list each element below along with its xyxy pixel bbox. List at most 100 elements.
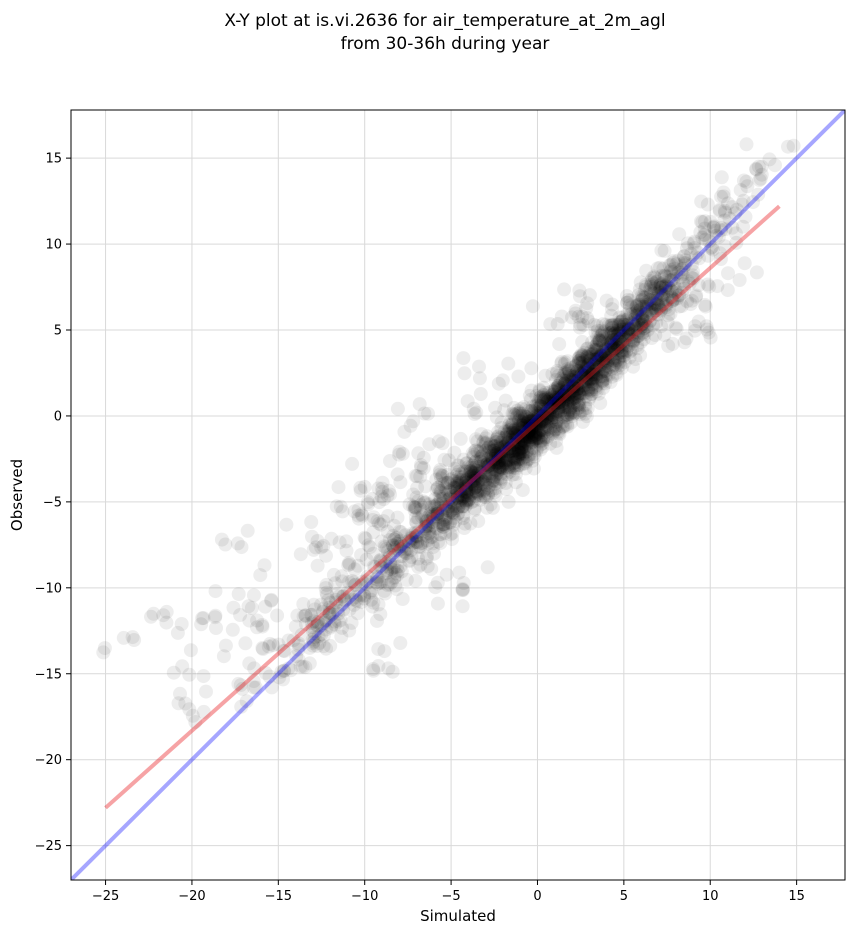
data-point (490, 454, 505, 468)
data-point (525, 435, 540, 450)
data-point (630, 317, 644, 332)
data-point (563, 406, 578, 421)
data-point (677, 249, 691, 264)
data-point (283, 663, 298, 678)
data-point (546, 421, 561, 435)
data-point (698, 227, 712, 242)
data-point (589, 343, 604, 358)
data-point (440, 503, 455, 518)
data-point (511, 444, 526, 459)
data-point (728, 206, 743, 221)
data-point (298, 608, 313, 623)
data-point (495, 458, 510, 473)
data-point (501, 447, 515, 462)
data-point (523, 414, 538, 429)
data-point (601, 318, 616, 333)
data-point (548, 405, 563, 420)
data-point (585, 377, 599, 392)
data-point (348, 578, 363, 593)
data-point (447, 484, 461, 499)
data-point (557, 385, 572, 400)
data-point (506, 435, 521, 450)
data-point (443, 484, 458, 498)
data-point (527, 432, 542, 447)
data-point (572, 349, 587, 364)
data-point (463, 488, 478, 502)
data-point (468, 480, 483, 495)
data-point (480, 560, 495, 575)
data-point (468, 454, 483, 469)
data-point (662, 273, 677, 288)
data-point (492, 463, 507, 478)
data-point (588, 370, 603, 385)
data-point (453, 488, 468, 503)
data-point (585, 356, 600, 371)
data-point (621, 292, 636, 307)
data-point (505, 418, 520, 432)
data-point (571, 355, 586, 370)
data-point (506, 443, 521, 458)
data-point (521, 412, 536, 427)
data-point (468, 443, 483, 458)
data-point (685, 271, 699, 286)
data-point (470, 470, 485, 485)
data-point (686, 271, 701, 286)
data-point (722, 211, 737, 226)
data-point (649, 303, 664, 318)
data-point (344, 615, 359, 630)
data-point (286, 633, 301, 648)
data-point (584, 382, 599, 397)
data-point (387, 570, 402, 585)
data-point (522, 421, 537, 436)
data-point (739, 174, 754, 189)
fit-line (104, 204, 781, 810)
data-point (450, 478, 465, 493)
data-point (521, 413, 536, 428)
data-point (425, 515, 440, 530)
data-point (413, 498, 428, 513)
data-point (655, 268, 669, 283)
data-point (609, 331, 624, 346)
data-point (455, 582, 470, 596)
data-point (381, 483, 396, 498)
data-point (578, 362, 593, 377)
data-point (650, 287, 665, 301)
data-point (562, 386, 577, 401)
data-point (531, 406, 546, 421)
data-point (436, 517, 451, 532)
data-point (524, 403, 538, 418)
data-point (638, 282, 652, 297)
data-point (545, 387, 560, 402)
data-point (628, 308, 643, 323)
data-point (661, 280, 676, 295)
data-point (443, 495, 458, 510)
data-point (439, 482, 454, 496)
data-point (512, 436, 527, 451)
data-point (527, 430, 542, 445)
data-point (483, 497, 498, 512)
data-point (589, 367, 603, 382)
data-point (516, 400, 531, 415)
data-point (324, 620, 338, 635)
data-point (416, 508, 431, 523)
data-point (650, 261, 665, 276)
data-point (448, 489, 463, 504)
data-point (610, 341, 625, 356)
data-point (534, 416, 549, 431)
data-point (581, 384, 596, 399)
data-point (668, 285, 683, 300)
data-point (513, 436, 528, 451)
data-point (467, 466, 482, 481)
data-point (468, 489, 483, 504)
data-point (533, 416, 548, 431)
data-point (390, 559, 405, 574)
data-point (347, 562, 362, 577)
data-point (577, 364, 592, 378)
data-point (518, 456, 533, 471)
data-point (461, 477, 476, 492)
data-point (509, 429, 524, 444)
data-point (498, 456, 513, 471)
data-point (578, 382, 593, 397)
data-point (567, 391, 582, 406)
data-point (506, 425, 521, 440)
